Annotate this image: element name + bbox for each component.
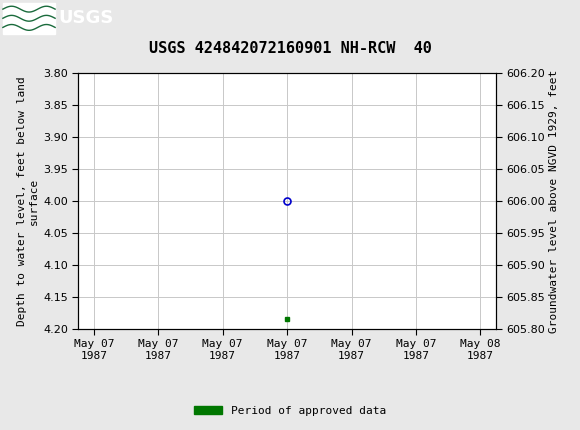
Y-axis label: Depth to water level, feet below land
surface: Depth to water level, feet below land su… [17,76,39,326]
Text: USGS: USGS [58,9,113,27]
Legend: Period of approved data: Period of approved data [190,401,390,420]
Text: USGS 424842072160901 NH-RCW  40: USGS 424842072160901 NH-RCW 40 [148,41,432,56]
FancyBboxPatch shape [3,3,55,34]
Y-axis label: Groundwater level above NGVD 1929, feet: Groundwater level above NGVD 1929, feet [549,69,559,333]
